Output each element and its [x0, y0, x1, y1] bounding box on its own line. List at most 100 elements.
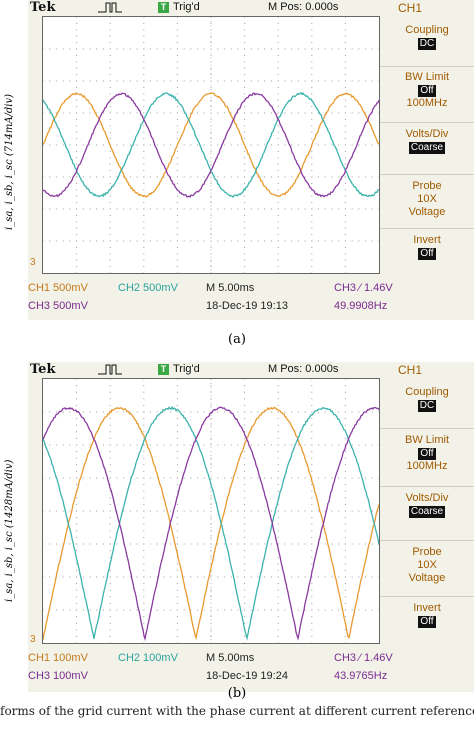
menu-bw-limit[interactable]: BW Limit Off 100MHz — [380, 71, 474, 110]
grid-dot — [244, 557, 245, 558]
menu-invert[interactable]: Invert Off — [380, 602, 474, 628]
grid-dot — [56, 145, 57, 146]
grid-dot — [137, 544, 138, 545]
menu-volts-div[interactable]: Volts/Div Coarse — [380, 492, 474, 518]
grid-dot — [157, 49, 158, 50]
grid-dot — [278, 451, 279, 452]
grid-dot — [284, 511, 285, 512]
menu-bw-limit[interactable]: BW Limit Off 100MHz — [380, 434, 474, 473]
grid-dot — [244, 537, 245, 538]
grid-dot — [110, 151, 111, 152]
grid-dot — [90, 445, 91, 446]
grid-dot — [211, 36, 212, 37]
grid-dot — [217, 478, 218, 479]
grid-dot — [231, 145, 232, 146]
grid-dot — [110, 464, 111, 465]
grid-dot — [177, 471, 178, 472]
grid-dot — [123, 610, 124, 611]
grid-dot — [271, 610, 272, 611]
grid-dot — [49, 412, 50, 413]
channel-selector[interactable]: CH1 — [398, 1, 422, 15]
grid-dot — [197, 145, 198, 146]
grid-dot — [116, 412, 117, 413]
grid-dot — [163, 478, 164, 479]
grid-dot — [345, 42, 346, 43]
menu-label: Probe — [380, 180, 474, 193]
grid-dot — [43, 478, 44, 479]
grid-dot — [278, 603, 279, 604]
grid-dot — [211, 636, 212, 637]
oscilloscope-screen: Tek T Trig'd M Pos: 0.000s CH1 Coupling … — [28, 362, 474, 692]
grid-dot — [325, 241, 326, 242]
grid-dot — [379, 445, 380, 446]
grid-dot — [345, 177, 346, 178]
grid-dot — [76, 603, 77, 604]
grid-dot — [224, 209, 225, 210]
grid-dot — [163, 241, 164, 242]
grid-dot — [278, 157, 279, 158]
grid-dot — [76, 385, 77, 386]
grid-dot — [352, 577, 353, 578]
grid-dot — [143, 623, 144, 624]
grid-dot — [130, 511, 131, 512]
grid-dot — [137, 113, 138, 114]
grid-dot — [211, 55, 212, 56]
grid-dot — [76, 68, 77, 69]
grid-dot — [157, 241, 158, 242]
grid-dot — [318, 49, 319, 50]
grid-dot — [244, 511, 245, 512]
grid-dot — [311, 68, 312, 69]
grid-dot — [76, 74, 77, 75]
grid-dot — [211, 196, 212, 197]
menu-volts-div[interactable]: Volts/Div Coarse — [380, 128, 474, 154]
grid-dot — [157, 511, 158, 512]
grid-dot — [110, 623, 111, 624]
menu-invert[interactable]: Invert Off — [380, 234, 474, 260]
grid-dot — [83, 145, 84, 146]
grid-dot — [211, 643, 212, 644]
grid-dot — [345, 87, 346, 88]
grid-dot — [110, 616, 111, 617]
grid-dot — [278, 260, 279, 261]
menu-probe[interactable]: Probe 10X Voltage — [380, 180, 474, 219]
grid-dot — [298, 145, 299, 146]
grid-dot — [278, 570, 279, 571]
grid-dot — [298, 478, 299, 479]
grid-dot — [76, 537, 77, 538]
grid-dot — [143, 530, 144, 531]
grid-dot — [278, 405, 279, 406]
channel-selector[interactable]: CH1 — [398, 363, 422, 377]
grid-dot — [211, 418, 212, 419]
grid-dot — [264, 478, 265, 479]
grid-dot — [311, 438, 312, 439]
grid-dot — [63, 577, 64, 578]
grid-dot — [143, 504, 144, 505]
grid-dot — [204, 445, 205, 446]
grid-dot — [244, 93, 245, 94]
grid-dot — [177, 478, 178, 479]
grid-dot — [298, 544, 299, 545]
grid-dot — [103, 241, 104, 242]
menu-coupling[interactable]: Coupling DC — [380, 386, 474, 412]
grid-dot — [278, 643, 279, 644]
grid-dot — [110, 603, 111, 604]
grid-dot — [190, 544, 191, 545]
grid-dot — [56, 511, 57, 512]
grid-dot — [90, 544, 91, 545]
grid-dot — [110, 273, 111, 274]
grid-dot — [331, 113, 332, 114]
grid-dot — [184, 445, 185, 446]
menu-probe[interactable]: Probe 10X Voltage — [380, 546, 474, 585]
grid-dot — [244, 74, 245, 75]
grid-dot — [83, 544, 84, 545]
grid-dot — [137, 445, 138, 446]
grid-dot — [365, 511, 366, 512]
menu-coupling[interactable]: Coupling DC — [380, 24, 474, 50]
grid-dot — [76, 570, 77, 571]
grid-dot — [170, 145, 171, 146]
grid-dot — [143, 145, 144, 146]
grid-dot — [311, 431, 312, 432]
grid-dot — [76, 49, 77, 50]
grid-dot — [76, 17, 77, 18]
grid-dot — [311, 458, 312, 459]
